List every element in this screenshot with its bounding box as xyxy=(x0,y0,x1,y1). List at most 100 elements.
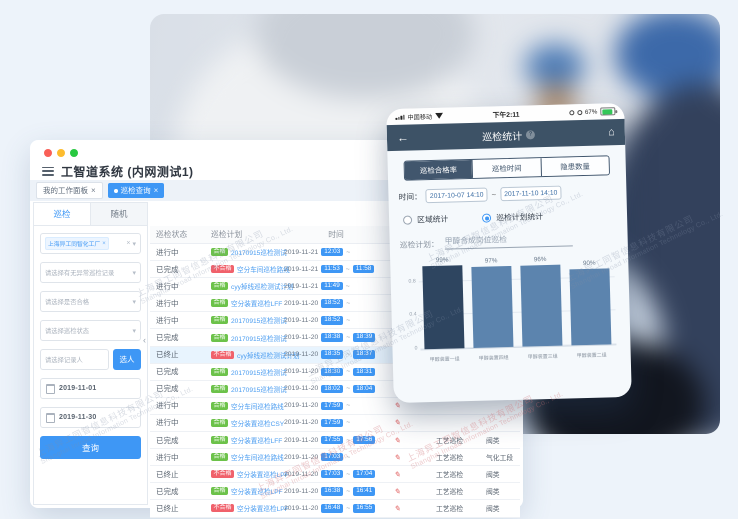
tilde-separator: ~ xyxy=(346,402,351,410)
plan-link[interactable]: 20170915巡检测试 xyxy=(231,318,287,326)
time-cell: 2019-11-20 18:38 ~18:39 xyxy=(278,333,388,342)
y-tick-label: 0.4 xyxy=(409,311,417,319)
time-cell: 2019-11-20 18:52 ~ xyxy=(278,316,388,325)
sidebar-collapse-icon[interactable]: ‹ xyxy=(143,335,146,345)
start-time-chip: 18:52 xyxy=(321,299,344,308)
edit-record-icon[interactable]: ✎ xyxy=(394,469,401,479)
plan-link[interactable]: cyy掉线巡检测试计划 xyxy=(237,352,300,360)
status-cell: 进行中 xyxy=(156,401,179,411)
time-cell: 2019-11-21 12:03 ~ xyxy=(278,247,388,257)
factory-tag[interactable]: 上海异工同智化工厂 × xyxy=(45,237,109,250)
chevron-down-icon: ▾ xyxy=(132,327,136,335)
orientation-lock-icon xyxy=(568,109,575,115)
clear-select-icon[interactable]: × xyxy=(126,240,131,247)
x-category-label: 甲醇装置二组 xyxy=(576,352,607,360)
radio-option-0[interactable]: 区域统计 xyxy=(402,214,448,226)
select-placeholder: 请选择是否合格 xyxy=(45,299,90,306)
time-cell: 2019-11-20 16:38 ~16:41 xyxy=(278,487,388,496)
radio-label: 巡检计划统计 xyxy=(496,212,544,223)
close-tab-icon[interactable]: × xyxy=(91,186,96,195)
area-cell: 阀类 xyxy=(486,438,500,446)
tilde-separator: ~ xyxy=(346,351,351,359)
radio-option-1[interactable]: 巡检计划统计 xyxy=(482,211,543,224)
table-row[interactable]: 进行中 合格 空分装置巡检CSY 2019-11-20 17:59 ~ ✎ xyxy=(150,414,520,433)
time-from-input[interactable]: 2017-10-07 14:10 xyxy=(425,187,488,204)
plan-link[interactable]: 空分车间巡检路线 xyxy=(231,455,284,463)
stat-tab-1[interactable]: 巡检时间 xyxy=(471,158,541,178)
time-cell: 2019-11-20 17:59 ~ xyxy=(278,418,388,428)
tab-chip-0[interactable]: 我的工作面板 × xyxy=(36,182,103,199)
edit-record-icon[interactable]: ✎ xyxy=(394,452,401,462)
tab-chip-label: 我的工作面板 xyxy=(43,186,88,195)
help-icon[interactable]: ? xyxy=(525,129,536,140)
filter-select-1[interactable]: 请选择是否合格 ▾ xyxy=(40,291,141,312)
plan-link[interactable]: cyy掉线巡检测试计划 xyxy=(231,284,294,292)
bar-wrap: 96% xyxy=(520,256,563,347)
remove-tag-icon[interactable]: × xyxy=(102,240,106,247)
date-text: 2019-11-21 xyxy=(284,265,319,273)
edit-record-icon[interactable]: ✎ xyxy=(394,401,401,411)
status-cell: 已完成 xyxy=(156,435,179,445)
recorder-input[interactable]: 请选择记录人 xyxy=(40,349,109,370)
alarm-icon xyxy=(576,109,583,115)
table-row[interactable]: 进行中 合格 空分车间巡检路线 2019-11-20 17:03 ~ ✎ 工艺巡检 气化工段 xyxy=(150,449,520,467)
plan-link[interactable]: 20170915巡检测试 xyxy=(231,369,287,377)
edit-record-icon[interactable]: ✎ xyxy=(394,503,401,513)
plan-link[interactable]: 空分装置巡检LFF xyxy=(231,301,283,309)
edit-record-icon[interactable]: ✎ xyxy=(394,435,401,445)
minimize-window-icon[interactable] xyxy=(57,149,65,157)
table-row[interactable]: 已完成 合格 空分装置巡检LPF 2019-11-20 16:38 ~16:41 ✎ 工艺巡检… xyxy=(150,483,520,501)
factory-multiselect[interactable]: 上海异工同智化工厂 × × ▾ xyxy=(40,233,141,254)
home-icon[interactable]: ⌂ xyxy=(608,126,616,139)
bars-group: 99% 97% 96% 90% xyxy=(422,256,616,350)
tab-chip-1[interactable]: 巡检查询 × xyxy=(107,183,165,198)
radio-icon[interactable] xyxy=(402,215,413,225)
table-row[interactable]: 已终止 不合格 空分装置巡检LPF 2019-11-20 17:03 ~17:04 ✎ 工艺巡… xyxy=(150,466,520,484)
plan-link[interactable]: 空分装置巡检LPF xyxy=(237,472,289,480)
table-row[interactable]: 已终止 不合格 空分装置巡检LPF 2019-11-20 16:48 ~16:55 ✎ 工艺巡… xyxy=(150,500,520,518)
edit-record-icon[interactable]: ✎ xyxy=(394,418,401,428)
plan-link[interactable]: 空分装置巡检CSY xyxy=(231,420,285,428)
plan-link[interactable]: 20170915巡检测试 xyxy=(231,335,287,343)
table-row[interactable]: 已完成 合格 空分装置巡检LFF 2019-11-20 17:55 ~17:56 ✎ 工艺巡检… xyxy=(150,432,520,450)
bar-value-label: 97% xyxy=(484,256,498,265)
plan-link[interactable]: 空分车间巡检路线 xyxy=(231,403,284,411)
edit-record-icon[interactable]: ✎ xyxy=(394,486,401,496)
close-window-icon[interactable] xyxy=(44,149,52,157)
back-icon[interactable]: ← xyxy=(396,130,410,145)
record-cell: ✎ xyxy=(388,436,430,445)
plan-link[interactable]: 空分装置巡检LPF xyxy=(231,489,283,497)
pick-person-button[interactable]: 选人 xyxy=(113,349,141,370)
maximize-window-icon[interactable] xyxy=(70,149,78,157)
tab-inspection[interactable]: 巡检 xyxy=(34,203,91,225)
tilde-separator: ~ xyxy=(345,282,350,290)
status-cell: 已完成 xyxy=(156,333,179,343)
menu-icon[interactable] xyxy=(42,166,54,176)
stat-tab-0[interactable]: 巡检合格率 xyxy=(404,159,473,180)
plan-input[interactable]: 甲醇合成岗位巡检 xyxy=(444,232,573,250)
stat-tab-2[interactable]: 隐患数量 xyxy=(540,156,609,177)
area-cell: 阀类 xyxy=(486,489,500,497)
plan-link[interactable]: 空分装置巡检LFF xyxy=(231,438,283,446)
query-button[interactable]: 查询 xyxy=(40,436,141,459)
tab-random[interactable]: 随机 xyxy=(91,203,147,225)
time-to-input[interactable]: 2017-11-10 14:10 xyxy=(500,185,562,202)
bar-wrap: 90% xyxy=(569,260,612,346)
status-cell: 进行中 xyxy=(156,247,179,257)
plan-link[interactable]: 空分车间巡检路线 xyxy=(237,267,290,275)
plan-link[interactable]: 20170915巡检测试 xyxy=(231,386,287,394)
end-time-chip: 18:31 xyxy=(353,367,376,376)
end-date-picker[interactable]: 2019-11-30 xyxy=(40,407,141,428)
plan-link[interactable]: 20170915巡检测试 xyxy=(231,250,287,258)
plan-link[interactable]: 空分装置巡检LPF xyxy=(237,506,289,514)
date-text: 2019-11-20 xyxy=(284,402,319,410)
filter-select-2[interactable]: 请选择巡检状态 ▾ xyxy=(40,320,141,341)
status-cell: 已终止 xyxy=(156,350,179,360)
filter-select-0[interactable]: 请选择有无异常巡检记录 ▾ xyxy=(40,262,141,283)
carrier-label: 中国移动 xyxy=(407,113,433,122)
start-date-picker[interactable]: 2019-11-01 xyxy=(40,378,141,399)
close-tab-icon[interactable]: × xyxy=(153,186,159,195)
select-placeholder: 请选择巡检状态 xyxy=(45,328,90,335)
start-time-chip: 16:38 xyxy=(321,487,344,496)
radio-icon[interactable] xyxy=(482,213,492,223)
